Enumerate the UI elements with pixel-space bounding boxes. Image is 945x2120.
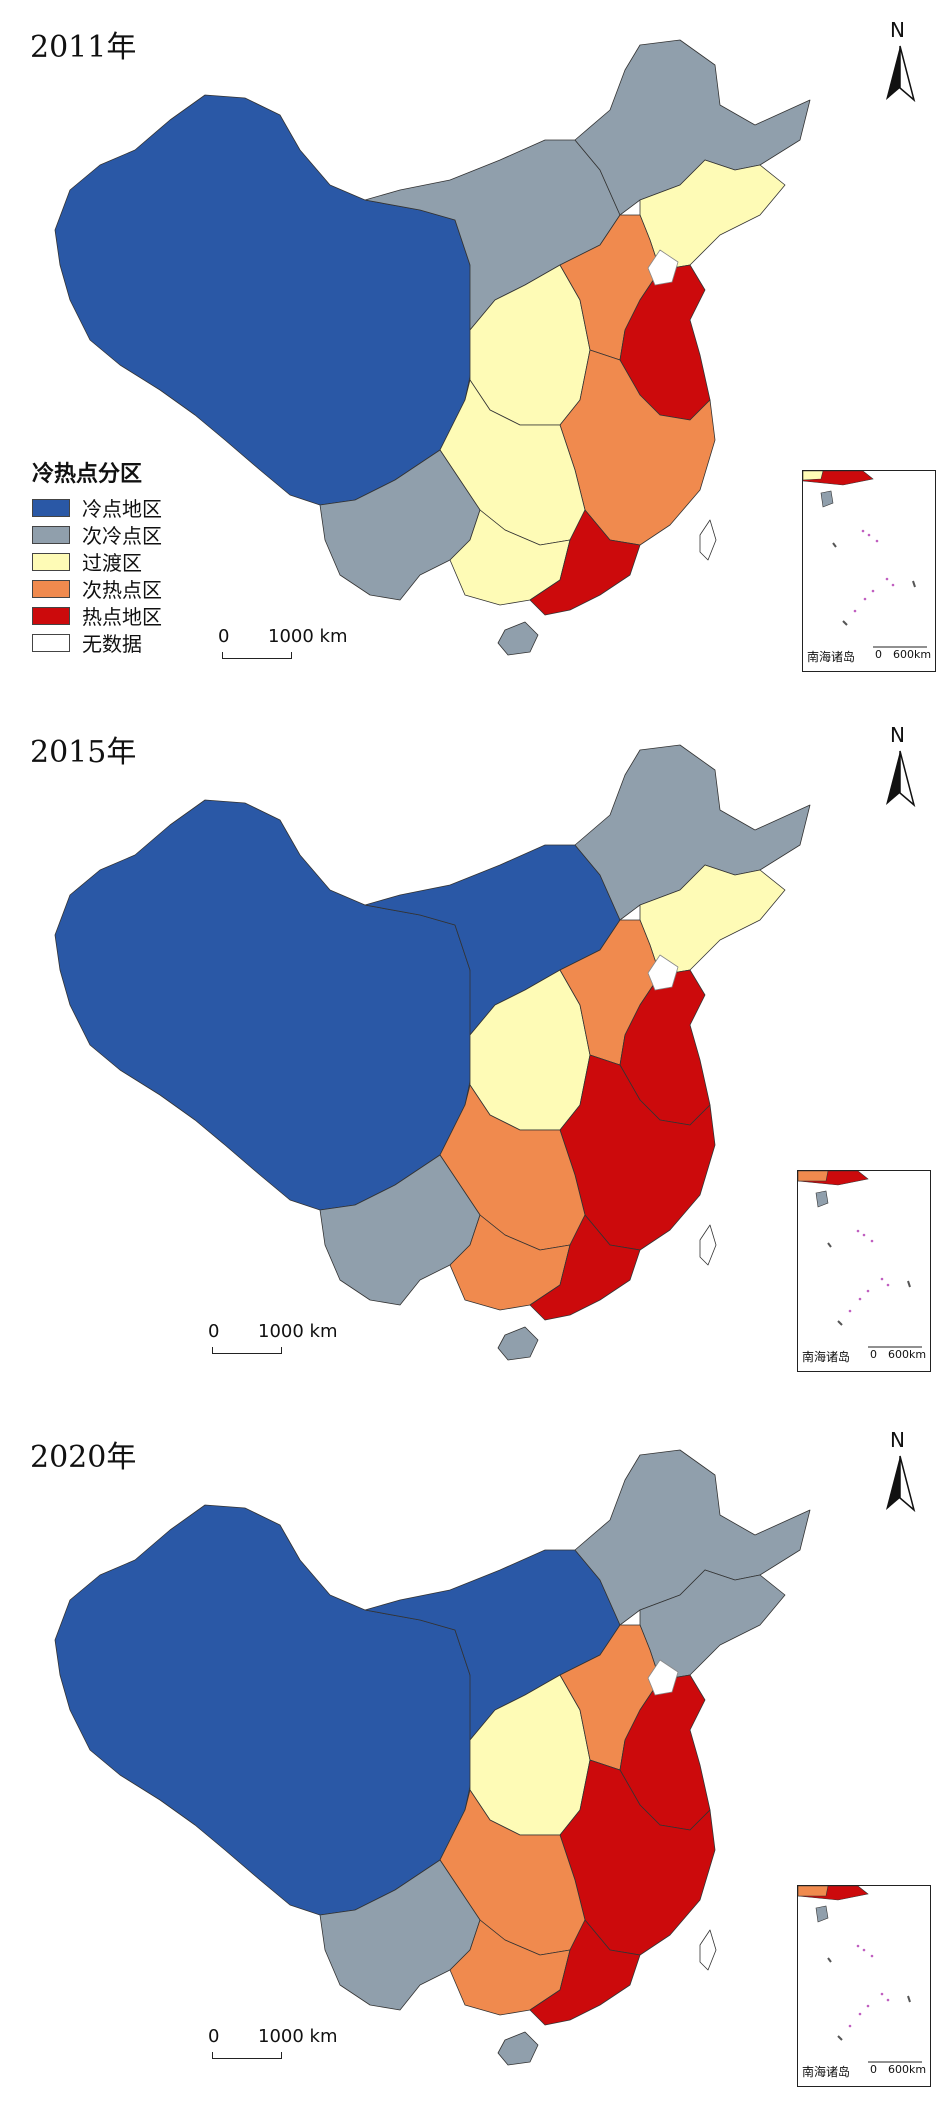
region-northeast: [574, 1449, 811, 1626]
scale-bar-line: [222, 652, 292, 659]
legend-item: 次热点区: [32, 575, 162, 602]
year-title: 2015年: [30, 735, 137, 770]
map-panel-2011: 2011年 N 冷热点分区 冷点地区 次冷点区 过渡区 次热点区 热点地区 无数…: [0, 0, 945, 700]
north-arrow-icon: [886, 750, 916, 808]
region-southwest: [319, 1859, 481, 2011]
inset-scale-distance: 600km: [888, 2063, 927, 2076]
north-label: N: [890, 1428, 905, 1452]
legend-label: 次热点区: [82, 578, 162, 602]
region-southwest: [319, 1154, 481, 1306]
region-hainan: [497, 2031, 539, 2066]
bohai-sea: [647, 1659, 679, 1696]
map-panel-2020: 2020年 N 0 1000 km 南海诸岛 0 600km: [0, 1410, 945, 2110]
region-southwest: [319, 449, 481, 601]
scale-bar-line: [212, 1347, 282, 1354]
south-china-sea-inset: 南海诸岛 0 600km: [797, 1170, 931, 1372]
scale-distance: 1000 km: [258, 2026, 338, 2047]
region-northeast: [574, 744, 811, 921]
legend-item: 热点地区: [32, 602, 162, 629]
scale-bar-line: [212, 2052, 282, 2059]
china-map-2011: [54, 39, 811, 656]
south-china-sea-inset: 南海诸岛 0 600km: [797, 1885, 931, 2087]
north-arrow: N: [882, 1428, 922, 1518]
scale-zero: 0: [208, 2026, 220, 2047]
north-arrow-icon: [886, 1455, 916, 1513]
north-label: N: [890, 18, 905, 42]
north-arrow-icon: [886, 45, 916, 103]
region-hainan: [497, 1326, 539, 1361]
north-arrow: N: [882, 723, 922, 813]
legend-label: 冷点地区: [82, 497, 162, 521]
taiwan-island: [699, 1224, 717, 1266]
legend-label: 次冷点区: [82, 524, 162, 548]
region-northeast: [574, 39, 811, 216]
legend-swatch: [32, 552, 70, 571]
bohai-sea: [647, 954, 679, 991]
scale-distance: 1000 km: [258, 1321, 338, 1342]
map-panel-2015: 2015年 N 0 1000 km 南海诸岛 0 600km: [0, 705, 945, 1405]
legend-item: 冷点地区: [32, 494, 162, 521]
inset-label: 南海诸岛: [807, 650, 856, 664]
legend-label: 过渡区: [82, 551, 142, 575]
legend-item: 无数据: [32, 629, 162, 656]
inset-scale-distance: 600km: [888, 1348, 927, 1361]
inset-map: [798, 1886, 922, 2063]
year-title: 2020年: [30, 1440, 137, 1475]
legend-item: 次冷点区: [32, 521, 162, 548]
legend-label: 热点地区: [82, 605, 162, 629]
north-arrow: N: [882, 18, 922, 108]
legend-swatch: [32, 633, 70, 652]
inset-label: 南海诸岛: [802, 2065, 851, 2079]
scale-zero: 0: [208, 1321, 220, 1342]
inset-scale-zero: 0: [875, 648, 882, 661]
china-map-2020: [54, 1449, 811, 2066]
china-map-2015: [54, 744, 811, 1361]
legend-title: 冷热点分区: [32, 462, 143, 487]
region-guangdong: [529, 1919, 641, 2026]
region-west: [54, 1504, 481, 1916]
south-china-sea-inset: 南海诸岛 0 600km: [802, 470, 936, 672]
taiwan-island: [699, 519, 717, 561]
region-west: [54, 94, 481, 506]
region-guangdong: [529, 1214, 641, 1321]
inset-map: [798, 1171, 922, 1348]
inset-label: 南海诸岛: [802, 1350, 851, 1364]
legend-label: 无数据: [82, 632, 142, 656]
year-title: 2011年: [30, 30, 137, 65]
scale-zero: 0: [218, 626, 230, 647]
region-guangdong: [529, 509, 641, 616]
legend: 冷热点分区 冷点地区 次冷点区 过渡区 次热点区 热点地区 无数据: [32, 456, 162, 656]
legend-swatch: [32, 525, 70, 544]
legend-swatch: [32, 606, 70, 625]
region-west: [54, 799, 481, 1211]
bohai-sea: [647, 249, 679, 286]
inset-scale-distance: 600km: [893, 648, 932, 661]
legend-item: 过渡区: [32, 548, 162, 575]
north-label: N: [890, 723, 905, 747]
taiwan-island: [699, 1929, 717, 1971]
region-hainan: [497, 621, 539, 656]
legend-swatch: [32, 498, 70, 517]
scale-distance: 1000 km: [268, 626, 348, 647]
legend-swatch: [32, 579, 70, 598]
inset-scale-zero: 0: [870, 1348, 877, 1361]
inset-scale-zero: 0: [870, 2063, 877, 2076]
inset-map: [803, 471, 927, 648]
